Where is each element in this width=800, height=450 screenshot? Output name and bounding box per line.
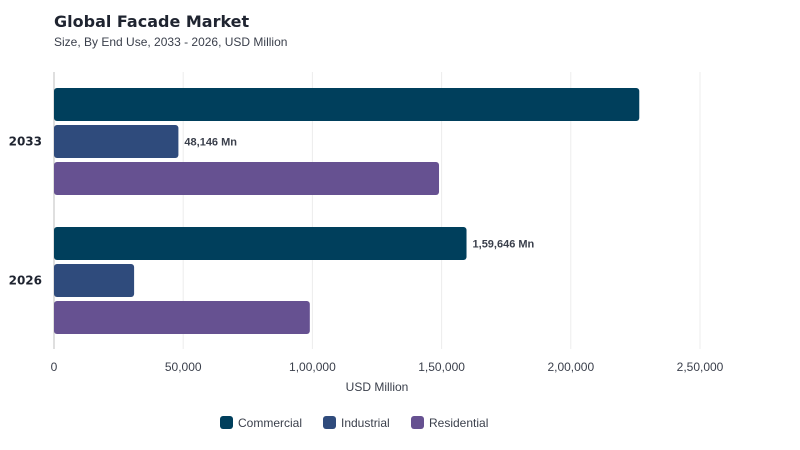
data-label: 1,59,646 Mn	[473, 239, 535, 251]
bar-industrial-2026	[54, 264, 135, 297]
x-tick-label: 2,50,000	[677, 360, 724, 374]
bar-commercial-2026	[54, 227, 467, 260]
x-tick-label: 1,00,000	[289, 360, 336, 374]
bar-industrial-2033	[54, 125, 179, 158]
legend-label-commercial: Commercial	[238, 416, 302, 430]
bar-residential-2026	[54, 301, 310, 334]
bar-residential-2033	[54, 162, 440, 195]
x-tick-label: 50,000	[165, 360, 202, 374]
category-label-2026: 2026	[9, 274, 42, 288]
labels: 0 50,000 1,00,000 1,50,000 2,00,000 2,50,000 4…	[9, 135, 724, 375]
chart-title: Global Facade Market	[54, 12, 250, 31]
legend-swatch-residential	[411, 416, 424, 429]
data-label: 48,146 Mn	[184, 137, 237, 149]
legend-swatch-industrial	[323, 416, 336, 429]
bars	[54, 88, 640, 334]
x-axis-label: USD Million	[346, 380, 409, 394]
legend-label-industrial: Industrial	[341, 416, 390, 430]
bar-commercial-2033	[54, 88, 640, 121]
x-tick-label: 1,50,000	[418, 360, 465, 374]
legend: Commercial Industrial Residential	[220, 416, 488, 430]
x-tick-label: 2,00,000	[547, 360, 594, 374]
legend-label-residential: Residential	[429, 416, 488, 430]
x-tick-label: 0	[51, 360, 58, 374]
category-label-2033: 2033	[9, 135, 42, 149]
legend-swatch-commercial	[220, 416, 233, 429]
chart-subtitle: Size, By End Use, 2033 - 2026, USD Milli…	[54, 35, 287, 49]
